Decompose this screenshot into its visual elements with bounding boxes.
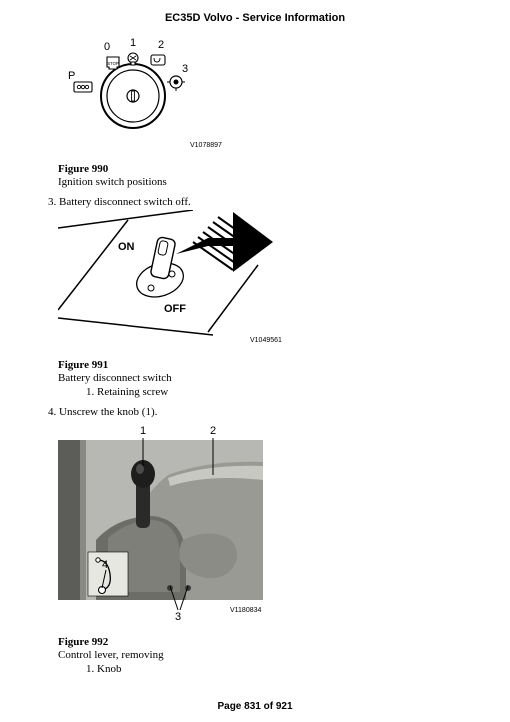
battery-on-label: ON	[118, 241, 135, 253]
figure-990-img-id: V1078897	[190, 142, 222, 149]
battery-switch-icon	[132, 237, 188, 303]
callout-1: 1	[140, 425, 146, 437]
figure-991-label: Figure 991	[58, 359, 108, 371]
figure-990-image: P STOP 0 1	[58, 34, 482, 157]
page: EC35D Volvo - Service Information P	[0, 0, 510, 722]
ignition-pos-2-icon: 2	[151, 39, 165, 65]
figure-990-caption-block: Figure 990 Ignition switch positions	[58, 163, 482, 188]
callout-2: 2	[210, 425, 216, 437]
figure-991-image: ON OFF V1049561	[58, 210, 482, 353]
ignition-pos-3-label: 3	[182, 63, 188, 75]
ignition-pos-p-label: P	[68, 70, 75, 82]
battery-off-label: OFF	[164, 303, 186, 315]
ignition-pos-1-label: 1	[130, 37, 136, 49]
ignition-pos-1-icon: 1	[128, 37, 138, 65]
ignition-pos-0-icon: STOP 0	[104, 41, 119, 69]
page-header: EC35D Volvo - Service Information	[28, 12, 482, 24]
figure-991-caption-block: Figure 991 Battery disconnect switch 1. …	[58, 359, 482, 398]
ignition-pos-0-label: 0	[104, 41, 110, 53]
figure-992-img-id: V1180834	[230, 607, 262, 614]
figure-991-item-1: 1. Retaining screw	[86, 386, 482, 398]
figure-990-label: Figure 990	[58, 163, 108, 175]
ignition-pos-2-label: 2	[158, 39, 164, 51]
figure-991-img-id: V1049561	[250, 337, 282, 344]
figure-990-caption: Ignition switch positions	[58, 176, 482, 188]
figure-991-caption: Battery disconnect switch	[58, 372, 482, 384]
figure-992-item-1: 1. Knob	[86, 663, 482, 675]
figure-992-image: 1 2 3 4 V1180834	[58, 420, 482, 630]
ignition-pos-3-icon: 3	[167, 63, 188, 91]
figure-992-caption: Control lever, removing	[58, 649, 482, 661]
figure-992-label: Figure 992	[58, 636, 108, 648]
step-3: 3. Battery disconnect switch off.	[48, 196, 482, 208]
svg-text:STOP: STOP	[107, 61, 119, 66]
step-4: 4. Unscrew the knob (1).	[48, 406, 482, 418]
page-footer: Page 831 of 921	[0, 701, 510, 712]
figure-992-caption-block: Figure 992 Control lever, removing 1. Kn…	[58, 636, 482, 675]
callout-3: 3	[175, 611, 181, 623]
callout-4: 4	[102, 559, 108, 571]
ignition-pos-p-icon: P	[68, 70, 92, 92]
